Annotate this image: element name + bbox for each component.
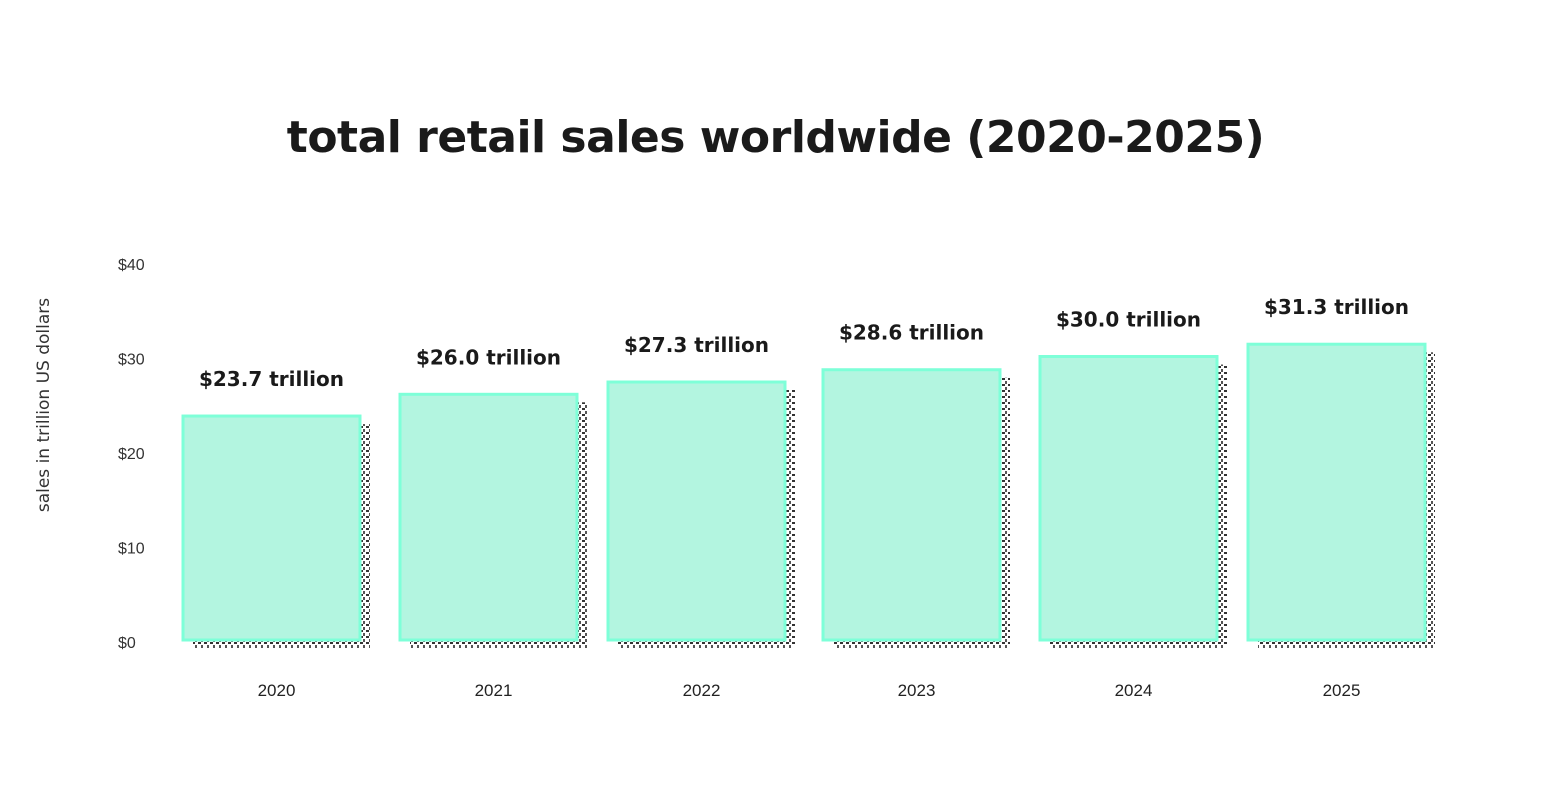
y-tick-label: $40 bbox=[118, 257, 145, 274]
data-label: $30.0 trillion bbox=[1056, 308, 1201, 332]
x-tick-label: 2025 bbox=[1323, 681, 1361, 700]
data-label: $23.7 trillion bbox=[199, 367, 344, 391]
chart-title: total retail sales worldwide (2020-2025) bbox=[286, 112, 1265, 163]
bar bbox=[606, 380, 787, 642]
bar bbox=[1246, 342, 1427, 642]
bar bbox=[181, 414, 362, 642]
y-tick-label: $0 bbox=[118, 635, 136, 652]
y-tick-label: $30 bbox=[118, 352, 145, 369]
x-tick-label: 2024 bbox=[1115, 681, 1153, 700]
x-tick-label: 2022 bbox=[683, 681, 721, 700]
data-label: $31.3 trillion bbox=[1264, 295, 1409, 319]
x-tick-label: 2021 bbox=[475, 681, 513, 700]
data-label: $28.6 trillion bbox=[839, 321, 984, 345]
data-label: $26.0 trillion bbox=[416, 345, 561, 369]
y-tick-label: $20 bbox=[118, 446, 145, 463]
bar bbox=[398, 392, 579, 642]
x-tick-label: 2020 bbox=[258, 681, 296, 700]
x-tick-label: 2023 bbox=[898, 681, 936, 700]
y-tick-label: $10 bbox=[118, 541, 145, 558]
bar bbox=[1038, 355, 1219, 642]
bar bbox=[821, 368, 1002, 642]
data-label: $27.3 trillion bbox=[624, 333, 769, 357]
